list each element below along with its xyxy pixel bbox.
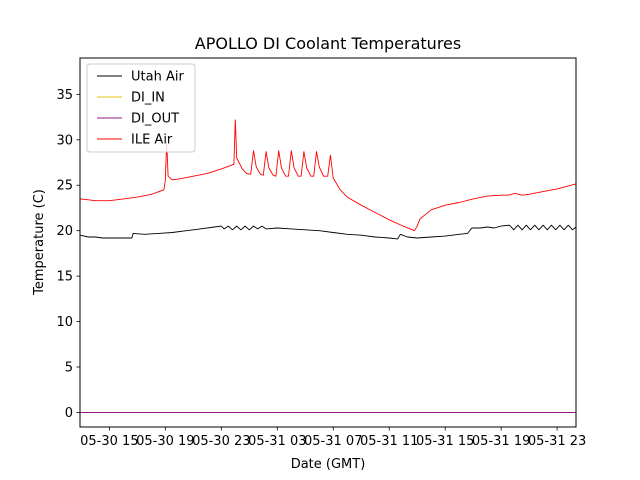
x-tick-label: 05-31 23 (528, 434, 586, 449)
y-tick-label: 5 (65, 361, 73, 376)
x-tick-label: 05-31 15 (416, 434, 474, 449)
x-tick-label: 05-30 19 (136, 434, 194, 449)
x-tick-label: 05-31 07 (304, 434, 362, 449)
y-tick-label: 25 (56, 179, 73, 194)
series-line-ile-air (80, 119, 576, 232)
x-axis-label: Date (GMT) (291, 457, 366, 472)
y-tick-label: 20 (56, 224, 73, 239)
y-tick-label: 35 (56, 88, 73, 103)
legend-label-ile-air: ILE Air (131, 133, 173, 148)
chart-title: APOLLO DI Coolant Temperatures (195, 34, 461, 53)
y-tick-label: 30 (56, 133, 73, 148)
y-axis-label: Temperature (C) (32, 189, 47, 296)
y-tick-label: 15 (56, 270, 73, 285)
x-tick-label: 05-31 11 (360, 434, 418, 449)
legend-box (86, 63, 196, 153)
series-layer (80, 119, 576, 413)
x-tick-label: 05-30 23 (192, 434, 250, 449)
y-tick-label: 10 (56, 315, 73, 330)
legend-label-di-out: DI_OUT (131, 112, 179, 127)
legend-label-di-in: DI_IN (131, 91, 165, 106)
x-tick-label: 05-31 03 (248, 434, 306, 449)
y-tick-label: 0 (65, 406, 73, 421)
legend-label-utah-air: Utah Air (131, 70, 184, 85)
legend: Utah Air DI_IN DI_OUT ILE Air (86, 63, 196, 153)
x-tick-label: 05-31 19 (472, 434, 530, 449)
x-tick-label: 05-30 15 (80, 434, 138, 449)
plot-frame (79, 57, 577, 428)
series-line-utah-air (80, 224, 576, 240)
y-axis: 0 5 10 15 20 25 30 35 (56, 88, 80, 421)
